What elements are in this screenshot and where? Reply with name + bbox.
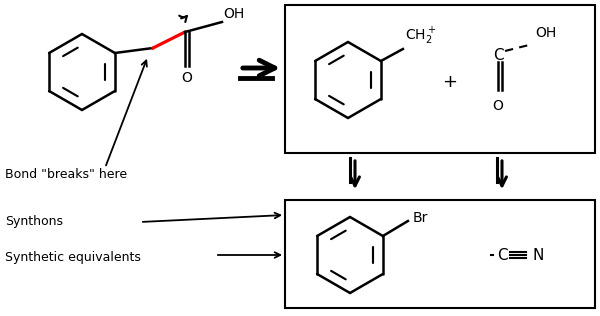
- Text: OH: OH: [223, 7, 244, 21]
- Text: N: N: [532, 247, 544, 263]
- Text: O: O: [182, 71, 193, 85]
- Text: C: C: [497, 247, 508, 263]
- Text: +: +: [443, 73, 458, 91]
- Text: Bond "breaks" here: Bond "breaks" here: [5, 168, 127, 181]
- Text: OH: OH: [535, 26, 556, 40]
- Bar: [285, 5, 595, 153]
- Text: Br: Br: [413, 211, 428, 225]
- Text: CH$_2^+$: CH$_2^+$: [405, 26, 436, 47]
- Bar: [285, 200, 595, 308]
- Text: Synthons: Synthons: [5, 216, 63, 228]
- Text: O: O: [493, 99, 503, 113]
- Text: Synthetic equivalents: Synthetic equivalents: [5, 252, 141, 264]
- FancyArrowPatch shape: [179, 16, 187, 22]
- Text: C: C: [493, 47, 503, 63]
